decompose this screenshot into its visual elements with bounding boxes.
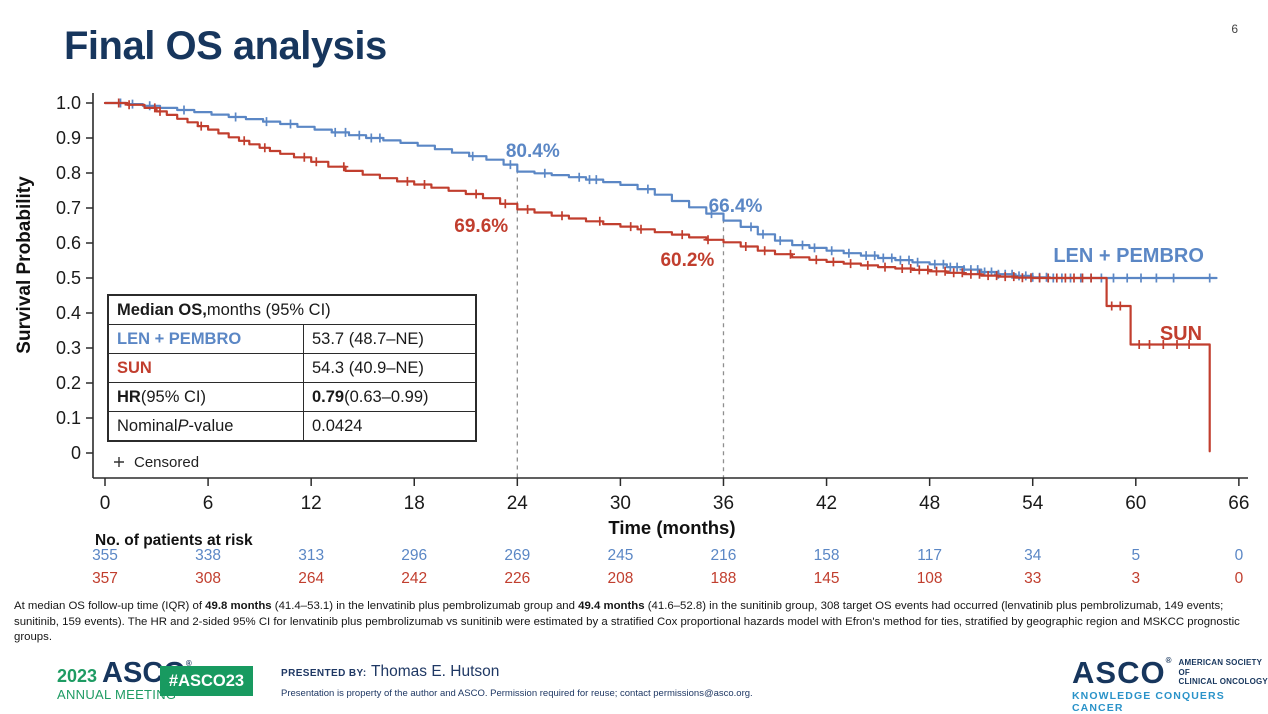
at-risk-count: 188 [710, 570, 737, 587]
x-tick-label: 48 [919, 493, 940, 514]
society-name: AMERICAN SOCIETY OF CLINICAL ONCOLOGY [1178, 658, 1268, 687]
at-risk-count: 34 [1024, 547, 1042, 564]
y-tick-label: 0.5 [56, 268, 81, 288]
at-risk-count: 308 [195, 570, 222, 587]
landmark-label: 80.4% [506, 141, 560, 162]
at-risk-count: 117 [917, 547, 942, 564]
stats-table-header-row: Median OS, months (95% CI) [109, 296, 475, 324]
y-tick-label: 0.2 [56, 373, 81, 393]
series-label-len-pembro: LEN + PEMBRO [1053, 245, 1204, 267]
at-risk-count: 5 [1131, 547, 1141, 564]
y-tick-label: 0.3 [56, 338, 81, 358]
at-risk-row-sun: 357 308 264 242 226 208 188 145 108 33 3 0 [0, 570, 1268, 590]
x-tick-label: 66 [1228, 493, 1249, 514]
at-risk-count: 264 [298, 570, 325, 587]
y-tick-label: 0.7 [56, 198, 81, 218]
footnote-segment: At median OS follow-up time (IQR) of [14, 600, 206, 612]
at-risk-count: 108 [916, 570, 943, 587]
footnote-segment: 49.4 months [578, 600, 645, 612]
hr-label: HR (95% CI) [117, 387, 206, 406]
y-tick-label: 1.0 [56, 93, 81, 113]
at-risk-count: 245 [607, 547, 634, 564]
y-tick-label: 0.4 [56, 303, 81, 323]
len-pembro-label: LEN + PEMBRO [117, 329, 242, 348]
at-risk-count: 0 [1234, 547, 1244, 564]
footnote-segment: (41.4–53.1) in the lenvatinib plus pembr… [271, 600, 579, 612]
logo-year: 2023 [57, 666, 98, 686]
at-risk-count: 33 [1024, 570, 1042, 587]
stats-row-len-pembro: LEN + PEMBRO 53.7 (48.7–NE) [109, 324, 475, 353]
x-tick-label: 18 [404, 493, 425, 514]
logo-annual-meeting: ANNUAL MEETING [57, 687, 177, 702]
at-risk-count: 226 [504, 570, 531, 587]
censored-plus-icon [114, 457, 124, 467]
stats-table-header: Median OS, months (95% CI) [117, 300, 331, 319]
x-tick-label: 54 [1022, 493, 1044, 514]
pvalue-value: 0.0424 [303, 412, 475, 440]
at-risk-count: 3 [1131, 570, 1141, 587]
sun-median-os: 54.3 (40.9–NE) [303, 354, 475, 382]
at-risk-count: 242 [401, 570, 428, 587]
at-risk-count: 313 [298, 547, 325, 564]
x-tick-label: 42 [816, 493, 837, 514]
at-risk-count: 216 [710, 547, 737, 564]
at-risk-row-len-pembro: 355 338 313 296 269 245 216 158 117 34 5 0 [0, 547, 1268, 567]
page-title: Final OS analysis [64, 24, 387, 68]
at-risk-count: 269 [504, 547, 531, 564]
at-risk-count: 208 [607, 570, 634, 587]
pvalue-label: Nominal P -value [117, 416, 234, 435]
series-label-sun: SUN [1160, 323, 1202, 345]
footnote-segment: (41.6–52.8) in the sunitinib group, 308 … [14, 600, 1240, 644]
km-plot-svg: 1.0 0.9 0.8 0.7 0.6 0.5 0.4 0.3 0.2 0.1 0 0 6 12 18 24 3… [14, 93, 1249, 538]
x-tick-label: 24 [507, 493, 529, 514]
x-tick-label: 0 [100, 493, 111, 514]
sun-censor-marks [114, 98, 1194, 349]
x-tick-label: 60 [1125, 493, 1146, 514]
hr-value: 0.79 (0.63–0.99) [303, 383, 475, 411]
landmark-label: 69.6% [454, 216, 508, 237]
stats-row-hr: HR (95% CI) 0.79 (0.63–0.99) [109, 382, 475, 411]
page-number: 6 [1231, 22, 1238, 36]
censored-legend-label: Censored [134, 454, 199, 471]
at-risk-count: 145 [813, 570, 840, 587]
len-pembro-median-os: 53.7 (48.7–NE) [303, 325, 475, 353]
y-tick-label: 0.1 [56, 408, 81, 428]
at-risk-title: No. of patients at risk [95, 532, 253, 549]
y-tick-label: 0.9 [56, 128, 81, 148]
landmark-label: 66.4% [709, 196, 763, 217]
presented-by-label: PRESENTED BY: [281, 668, 367, 679]
x-tick-label: 6 [203, 493, 214, 514]
y-tick-label: 0.8 [56, 163, 81, 183]
footnote-segment: 49.8 months [205, 600, 272, 612]
x-tick-label: 12 [301, 493, 322, 514]
presented-by-block: PRESENTED BY: Thomas E. Hutson Presentat… [281, 663, 753, 699]
asco-logo-text: ASCO® [1072, 655, 1173, 690]
stats-row-sun: SUN 54.3 (40.9–NE) [109, 353, 475, 382]
at-risk-count: 296 [401, 547, 428, 564]
sun-label: SUN [117, 358, 152, 377]
x-tick-label: 30 [610, 493, 631, 514]
hashtag-badge: #ASCO23 [160, 666, 253, 696]
footnote: At median OS follow-up time (IQR) of 49.… [14, 599, 1256, 646]
y-tick-label: 0 [71, 443, 81, 463]
stats-table: Median OS, months (95% CI) LEN + PEMBRO … [107, 294, 477, 442]
landmark-label: 60.2% [660, 250, 714, 271]
y-axis-title: Survival Probability [14, 176, 35, 354]
x-axis-title: Time (months) [608, 517, 735, 538]
at-risk-count: 158 [813, 547, 840, 564]
permission-disclaimer: Presentation is property of the author a… [281, 688, 753, 699]
asco-society-logo: ASCO® AMERICAN SOCIETY OF CLINICAL ONCOLO… [1072, 657, 1268, 714]
at-risk-count: 0 [1234, 570, 1244, 587]
at-risk-count: 338 [195, 547, 222, 564]
asco-tagline: KNOWLEDGE CONQUERS CANCER [1072, 690, 1225, 714]
at-risk-count: 357 [92, 570, 118, 587]
presenter-name: Thomas E. Hutson [371, 663, 500, 680]
x-tick-label: 36 [713, 493, 734, 514]
at-risk-count: 355 [92, 547, 118, 564]
y-tick-label: 0.6 [56, 233, 81, 253]
stats-row-pvalue: Nominal P -value 0.0424 [109, 411, 475, 440]
km-survival-chart: 1.0 0.9 0.8 0.7 0.6 0.5 0.4 0.3 0.2 0.1 0 0 6 12 18 24 3… [0, 85, 1268, 540]
